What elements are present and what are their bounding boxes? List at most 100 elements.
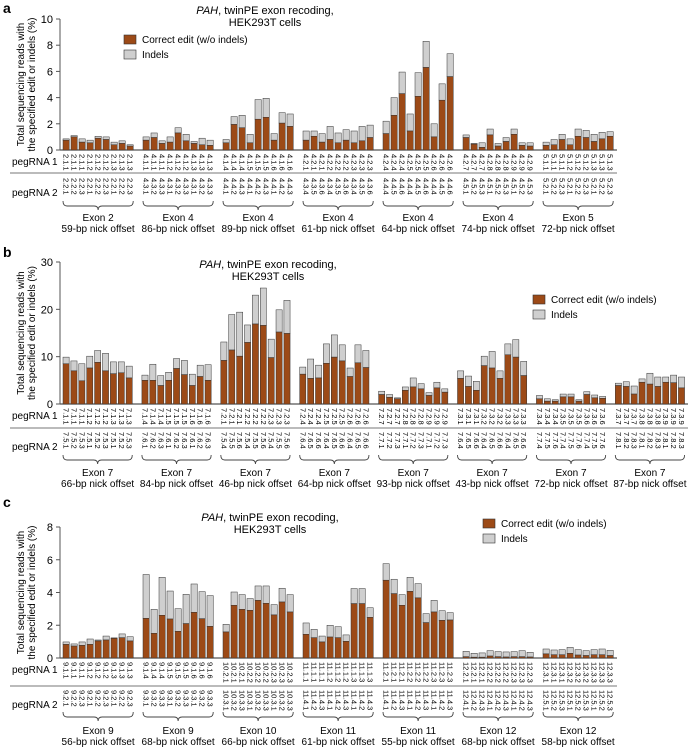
bar-correct: [574, 654, 582, 659]
pegrna2-label: 9.2.1: [110, 690, 119, 707]
pegrna1-label: 11.2.3: [430, 662, 439, 682]
bar-correct: [278, 122, 286, 151]
pegrna1-label: 4.1.5: [262, 154, 271, 171]
bar-correct: [606, 655, 614, 659]
pegrna1-label: 7.3.3: [511, 408, 520, 425]
bar-indels: [654, 376, 662, 387]
bar-correct: [390, 115, 398, 151]
pegrna2-label: 7.5.6: [235, 432, 244, 449]
pegrna1-label: 7.3.6: [590, 408, 599, 425]
pegrna1-label: 7.3.9: [677, 408, 686, 425]
pegrna2-label: 7.8.1: [638, 432, 647, 449]
bar-indels: [414, 583, 422, 599]
pegrna2-label: 4.5.2: [470, 178, 479, 195]
title-gene: PAH: [196, 5, 218, 17]
bar-correct: [110, 638, 118, 659]
pegrna1-label: 5.1.1: [558, 154, 567, 171]
pegrna1-label: 7.1.4: [148, 408, 157, 425]
bar-correct: [417, 388, 425, 405]
group-brace: [141, 454, 212, 465]
pegrna2-label: 7.5.2: [93, 432, 102, 449]
pegrna2-label: 7.7.6: [574, 432, 583, 449]
bar-correct: [94, 362, 101, 405]
group-exon-label: Exon 7: [555, 468, 587, 479]
bar-correct: [414, 96, 422, 151]
pegrna1-label: 5.1.2: [582, 154, 591, 171]
bar-indels: [117, 361, 125, 374]
bar-correct: [318, 641, 326, 659]
pegrna1-label: 2.1.1: [78, 154, 87, 171]
pegrna2-label: 2.2.1: [62, 178, 71, 195]
bar-correct: [354, 362, 362, 405]
bar-indels: [390, 578, 398, 594]
bar-correct: [238, 609, 246, 659]
pegrna1-label: 9.1.4: [150, 662, 159, 679]
group-brace: [302, 200, 374, 211]
bar-indels: [110, 141, 118, 146]
bar-indels: [470, 653, 478, 658]
bar-indels: [406, 113, 414, 132]
bar-correct: [126, 640, 134, 659]
pegrna1-label: 7.3.3: [503, 408, 512, 425]
pegrna2-label: 4.4.6: [398, 178, 407, 195]
bar-indels: [457, 370, 464, 379]
pegrna2-label: 7.7.4: [559, 432, 568, 449]
pegrna1-label: 4.2.5: [422, 154, 431, 171]
bar-indels: [598, 648, 606, 655]
bar-correct: [462, 656, 470, 659]
bar-correct: [310, 637, 318, 659]
bar-correct: [465, 386, 472, 405]
y-axis-label-line2: the specified edit or indels (%): [27, 266, 38, 400]
bar-indels: [494, 651, 502, 657]
pegrna1-label: 2.1.1: [62, 154, 71, 171]
bar-indels: [254, 99, 262, 120]
pegrna1-label: 12.2.2: [486, 662, 495, 683]
group-offset-label: 68-bp nick offset: [462, 737, 535, 748]
bar-correct: [425, 395, 433, 405]
group-brace: [457, 454, 528, 465]
pegrna1-label: 4.1.4: [238, 154, 247, 171]
bar-indels: [246, 134, 254, 144]
bar-correct: [622, 386, 630, 405]
pegrna2-label: 11.4.2: [334, 690, 343, 710]
bar-group: 7.1.1 7.5.1 7.1.1 7.5.2 7.1.1 7.5.3 7.1.2 7.5.1…: [61, 350, 134, 490]
pegrna1-label: 4.1.3: [198, 154, 207, 171]
bar-correct: [362, 367, 370, 405]
bar-indels: [70, 643, 78, 647]
bar-group: 5.1.1 5.2.1 5.1.1 5.2.2 5.1.1 5.2.3 5.1.2 5.2.1…: [542, 128, 615, 235]
pegrna1-label: 7.3.5: [559, 408, 568, 425]
legend-label-indels: Indels: [501, 534, 528, 545]
pegrna2-label: 7.5.2: [69, 432, 78, 449]
bar-indels: [238, 594, 246, 610]
pegrna2-label: 4.4.6: [422, 178, 431, 195]
pegrna1-label: 4.2.1: [310, 154, 319, 171]
y-tick-label: 30: [41, 257, 53, 269]
bar-correct: [583, 394, 591, 405]
pegrna2-label: 4.4.4: [430, 178, 439, 195]
pegrna2-label: 9.2.1: [86, 690, 95, 707]
pegrna2-label: 2.2.3: [78, 178, 87, 195]
bar-correct: [326, 636, 334, 659]
bar-indels: [362, 350, 370, 368]
bar-indels: [246, 598, 254, 611]
pegrna1-label: 12.2.2: [502, 662, 511, 683]
bar-indels: [173, 358, 180, 369]
bar-indels: [518, 650, 526, 657]
pegrna1-label: 7.2.8: [417, 408, 426, 425]
pegrna2-label: 4.5.2: [518, 178, 527, 195]
bar-indels: [78, 138, 86, 143]
bar-indels: [678, 376, 685, 389]
pegrna1-label: 2.1.2: [86, 154, 95, 171]
pegrna1-label: 7.3.1: [464, 408, 473, 425]
bar-correct: [302, 139, 310, 151]
group-brace: [222, 711, 294, 722]
bar-correct: [582, 137, 590, 151]
pegrna2-label: 4.4.3: [238, 178, 247, 195]
bar-correct: [302, 634, 310, 659]
bar-indels: [350, 588, 358, 604]
pegrna2-label: 4.4.1: [270, 178, 279, 195]
bar-correct: [567, 396, 575, 405]
bar-indels: [86, 638, 94, 645]
bar-correct: [446, 619, 454, 659]
bar-indels: [494, 143, 502, 147]
